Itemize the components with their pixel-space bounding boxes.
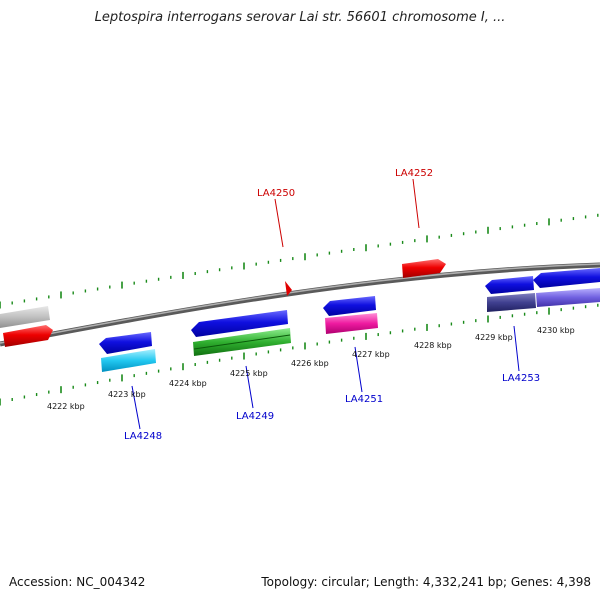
map-title: Leptospira interrogans serovar Lai str. … [94, 10, 506, 25]
gene-arrow-blue-la4253[interactable] [485, 276, 534, 294]
accession-text: Accession: NC_004342 [9, 575, 146, 589]
gene-arrow-red-la4252[interactable] [402, 259, 446, 278]
kbp-label: 4222 kbp [47, 402, 85, 411]
gene-labels: LA4250 LA4252 LA4248 LA4249 LA4251 LA425… [124, 168, 540, 442]
gene-label[interactable]: LA4251 [345, 394, 383, 405]
label-callouts [131, 178, 520, 430]
lower-scale-ticks [0, 303, 599, 406]
gene-arrow-blue-la4249[interactable] [191, 310, 288, 337]
gene-bar-pink-la4251[interactable] [325, 313, 378, 334]
gene-marker-red-la4250[interactable] [285, 281, 292, 296]
genome-summary-text: Topology: circular; Length: 4,332,241 bp… [261, 575, 591, 589]
gene-label[interactable]: LA4253 [502, 373, 540, 384]
gene-label[interactable]: LA4252 [395, 168, 433, 179]
gene-arrow-gray[interactable] [0, 306, 50, 328]
gene-label[interactable]: LA4248 [124, 431, 162, 442]
gene-bar-green-stripe [193, 334, 291, 350]
gene-arrow-blue-right[interactable] [533, 268, 600, 288]
gene-arrow-red-left[interactable] [3, 325, 53, 347]
chromosome-backbone [0, 262, 600, 347]
gene-label[interactable]: LA4250 [257, 188, 295, 199]
gene-bar-cyan-la4248[interactable] [101, 349, 156, 372]
gene-arrow-blue-la4251[interactable] [323, 296, 376, 316]
kbp-label: 4223 kbp [108, 390, 146, 399]
gene-bar-navy-la4253[interactable] [487, 293, 536, 312]
kbp-label: 4225 kbp [230, 369, 268, 378]
kbp-label: 4229 kbp [475, 333, 513, 342]
gene-arrow-blue-la4248[interactable] [99, 332, 152, 354]
kbp-label: 4230 kbp [537, 326, 575, 335]
kbp-scale-labels: 4222 kbp 4223 kbp 4224 kbp 4225 kbp 4226… [47, 326, 575, 411]
kbp-label: 4227 kbp [352, 350, 390, 359]
gene-label[interactable]: LA4249 [236, 411, 274, 422]
kbp-label: 4226 kbp [291, 359, 329, 368]
chromosome-backbone-highlight [0, 263, 600, 344]
gene-bar-purple-right[interactable] [536, 288, 600, 307]
upper-scale-ticks [0, 213, 599, 309]
reverse-strand-genes [99, 268, 600, 372]
kbp-label: 4224 kbp [169, 379, 207, 388]
kbp-label: 4228 kbp [414, 341, 452, 350]
forward-strand-genes [0, 259, 446, 347]
